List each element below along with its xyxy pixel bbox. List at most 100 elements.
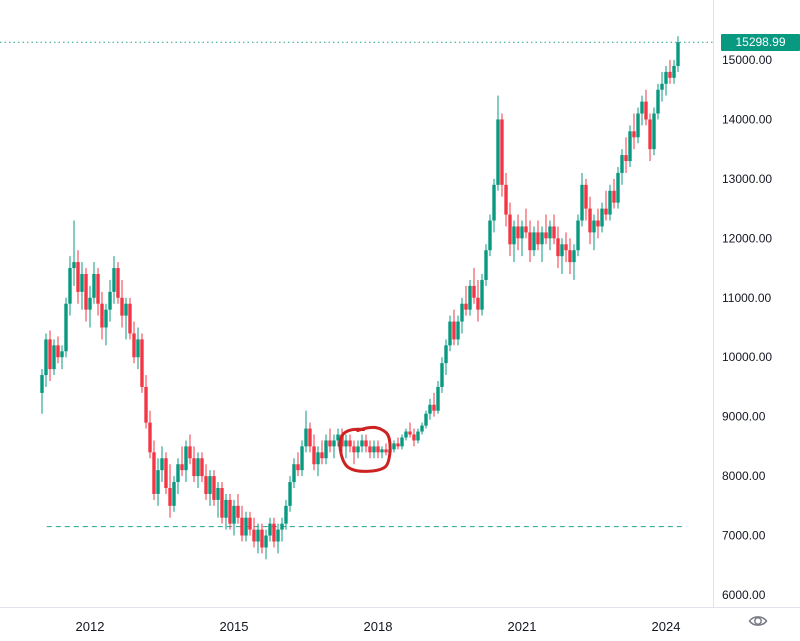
candle [312, 434, 316, 471]
candle [272, 517, 276, 548]
candle [108, 279, 112, 322]
candle [112, 256, 116, 304]
candle [496, 95, 500, 191]
candle [372, 440, 376, 459]
svg-text:13000.00: 13000.00 [722, 172, 772, 186]
candle [616, 167, 620, 209]
candle [380, 446, 384, 459]
candle [348, 434, 352, 453]
candle [464, 285, 468, 316]
candle [44, 333, 48, 387]
candle [476, 279, 480, 322]
candle [324, 434, 328, 465]
candle [96, 268, 100, 316]
candle [564, 232, 568, 263]
svg-text:8000.00: 8000.00 [722, 469, 766, 483]
candle [248, 511, 252, 536]
candle [204, 464, 208, 500]
candle [640, 95, 644, 126]
candle [296, 452, 300, 477]
candle [156, 458, 160, 506]
candle [300, 440, 304, 477]
svg-text:2015: 2015 [220, 619, 249, 634]
candle [420, 422, 424, 435]
svg-text:12000.00: 12000.00 [722, 231, 772, 245]
candle [584, 178, 588, 221]
candle [636, 107, 640, 144]
hand-drawn-annotation[interactable] [338, 425, 392, 473]
svg-text:2018: 2018 [364, 619, 393, 634]
candle [104, 303, 108, 346]
candles-layer [40, 36, 680, 560]
svg-text:7000.00: 7000.00 [722, 529, 766, 543]
candle [412, 428, 416, 447]
candle [528, 220, 532, 263]
price-axis[interactable]: 15000.00 14000.00 13000.00 12000.00 11000.00… [722, 53, 772, 602]
candle [240, 505, 244, 542]
candle [360, 434, 364, 453]
candle [268, 517, 272, 542]
candle [516, 214, 520, 251]
candle [664, 65, 668, 96]
candle [316, 446, 320, 477]
candle [352, 440, 356, 465]
candle [212, 470, 216, 506]
candle [432, 392, 436, 417]
candle [276, 523, 280, 554]
eye-icon[interactable] [745, 608, 771, 634]
candle [80, 262, 84, 310]
candle [56, 336, 60, 364]
candle [484, 244, 488, 286]
time-axis[interactable]: 2012 2015 2018 2021 2024 [76, 619, 681, 634]
candle [376, 440, 380, 459]
candle [224, 493, 228, 530]
candle [672, 60, 676, 84]
candle [116, 262, 120, 304]
candle [568, 238, 572, 274]
candle [168, 464, 172, 518]
candle [344, 434, 348, 459]
svg-text:2021: 2021 [508, 619, 537, 634]
candle [216, 482, 220, 518]
candle [140, 333, 144, 393]
candle [148, 410, 152, 459]
candle [172, 476, 176, 512]
candle [480, 274, 484, 316]
candle [368, 440, 372, 459]
candle [68, 256, 72, 316]
candle [456, 315, 460, 346]
svg-text:6000.00: 6000.00 [722, 588, 766, 602]
candle [580, 172, 584, 227]
candle [504, 172, 508, 227]
candle [48, 330, 52, 381]
candle [668, 60, 672, 84]
candle [84, 268, 88, 322]
candle [384, 443, 388, 456]
candle [632, 113, 636, 150]
candle [512, 220, 516, 263]
candle [596, 208, 600, 239]
candle [400, 434, 404, 450]
candle [452, 309, 456, 346]
candle [468, 279, 472, 316]
candle [184, 440, 188, 483]
candle [676, 36, 680, 72]
candle [260, 523, 264, 554]
svg-text:10000.00: 10000.00 [722, 350, 772, 364]
candle [648, 113, 652, 162]
candle [328, 428, 332, 453]
candle [408, 422, 412, 438]
last-price-badge: 15298.99 [721, 33, 800, 51]
candle [612, 178, 616, 209]
candle [572, 244, 576, 280]
candle [164, 452, 168, 494]
candle [92, 262, 96, 304]
candle [628, 125, 632, 167]
candle [524, 208, 528, 239]
candle [136, 327, 140, 370]
candle [592, 214, 596, 251]
candle [128, 297, 132, 340]
candle [396, 437, 400, 450]
